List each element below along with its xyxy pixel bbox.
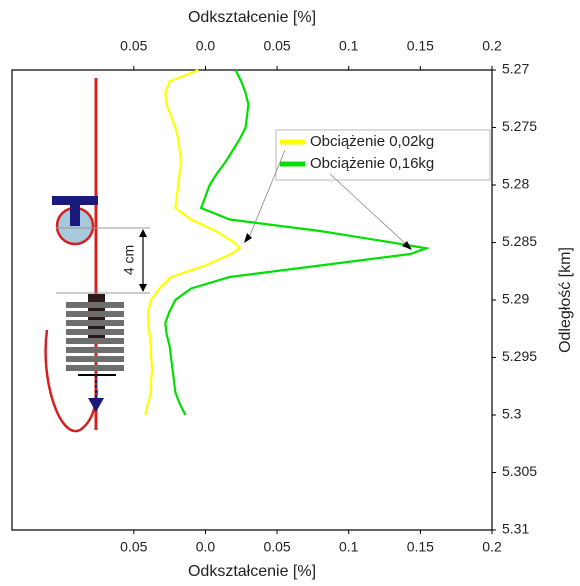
x-tick-label-top: 0.1 <box>339 38 359 54</box>
legend-label: Obciążenie 0,16kg <box>310 155 434 172</box>
y-tick-label: 5.31 <box>502 521 529 537</box>
legend <box>275 129 491 181</box>
x-tick-label-top: 0.05 <box>263 38 290 54</box>
x-tick-label-top: 0.05 <box>120 38 147 54</box>
plot-area <box>144 68 431 416</box>
legend-label: Obciążenie 0,02kg <box>310 133 434 150</box>
x-tick-label-bottom: 0.15 <box>407 539 434 555</box>
x-tick-label-bottom: 0.1 <box>339 539 359 555</box>
annotation-arrows <box>244 149 412 250</box>
x-tick-label-top: 0.15 <box>407 38 434 54</box>
y-axis-title: Odległość [km] <box>557 247 574 353</box>
setup-diagram <box>44 78 150 433</box>
x-axis-title-top: Odkształcenie [%] <box>188 9 316 26</box>
series-line <box>164 69 431 416</box>
y-tick-label: 5.3 <box>502 406 522 422</box>
y-tick-label: 5.28 <box>502 176 529 192</box>
annotation: 4 cm <box>121 245 137 275</box>
series-line <box>144 68 242 416</box>
y-tick-label: 5.275 <box>502 118 537 134</box>
x-tick-label-top: 0.2 <box>482 38 502 54</box>
y-tick-label: 5.29 <box>502 291 529 307</box>
x-tick-label-bottom: 0.05 <box>263 539 290 555</box>
y-tick-label: 5.305 <box>502 463 537 479</box>
x-axis-title-bottom: Odkształcenie [%] <box>188 563 316 580</box>
x-tick-label-bottom: 0.05 <box>120 539 147 555</box>
y-tick-label: 5.285 <box>502 233 537 249</box>
x-tick-label-bottom: 0.0 <box>196 539 216 555</box>
x-tick-label-bottom: 0.2 <box>482 539 502 555</box>
x-tick-label-top: 0.0 <box>196 38 216 54</box>
y-tick-label: 5.295 <box>502 348 537 364</box>
y-tick-label: 5.27 <box>502 61 529 77</box>
